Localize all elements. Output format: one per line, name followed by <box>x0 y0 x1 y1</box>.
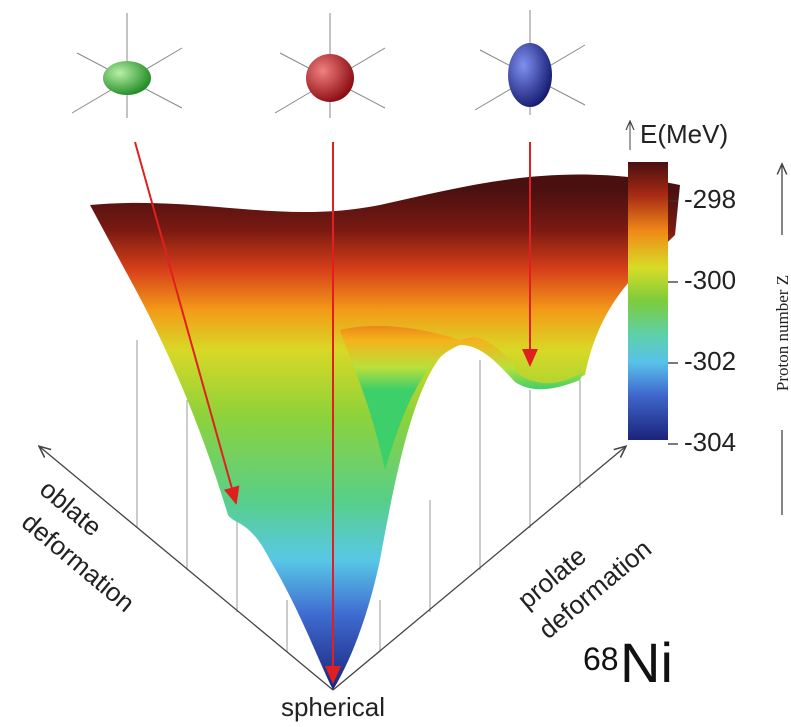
base-axes <box>40 447 625 691</box>
prolate-minimum <box>340 325 585 470</box>
colorbar-tick-label: -300 <box>684 265 736 295</box>
colorbar-tick-label: -304 <box>684 427 736 457</box>
colorbar: E(MeV) -298 -300 -302 -304 <box>628 119 736 457</box>
nucleus-shapes <box>71 10 586 118</box>
spherical-label: spherical <box>281 692 385 722</box>
colorbar-tick-label: -302 <box>684 346 736 376</box>
element-symbol: Ni <box>620 631 673 694</box>
colorbar-gradient <box>628 162 668 440</box>
proton-number-label: Proton number Z <box>773 275 791 391</box>
mass-number: 68 <box>583 641 619 677</box>
colorbar-label: E(MeV) <box>640 119 728 149</box>
colorbar-tick-label: -298 <box>684 184 736 214</box>
pointer-arrows <box>134 141 538 684</box>
drop-lines <box>136 340 581 652</box>
